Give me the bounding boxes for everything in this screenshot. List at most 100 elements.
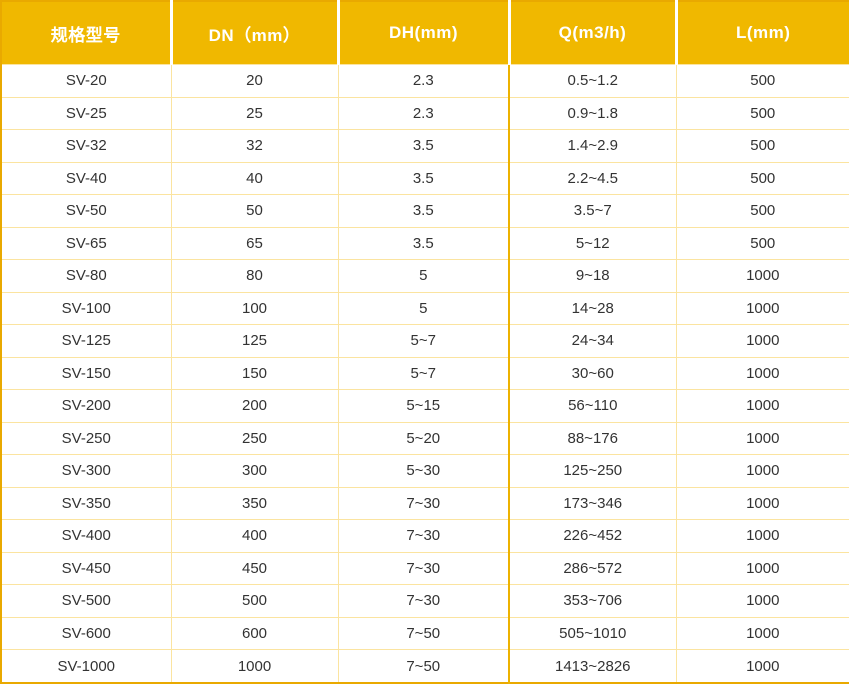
cell-l: 1000 (675, 519, 849, 553)
cell-dh: 5 (337, 291, 510, 325)
table-row: SV-600 600 7~50 505~1010 1000 (0, 616, 849, 650)
table-body: SV-20 20 2.3 0.5~1.2 500 SV-25 25 2.3 0.9~1.8 500… (0, 64, 849, 684)
cell-dh: 5~7 (337, 324, 510, 358)
cell-dh: 3.5 (337, 194, 510, 228)
column-header-model: 规格型号 (1, 1, 171, 65)
cell-model: SV-20 (0, 64, 172, 98)
cell-l: 500 (675, 194, 849, 228)
cell-model: SV-350 (0, 486, 172, 520)
cell-model: SV-1000 (0, 649, 172, 684)
table-row: SV-25 25 2.3 0.9~1.8 500 (0, 96, 849, 130)
cell-q: 353~706 (508, 584, 677, 618)
table-row: SV-32 32 3.5 1.4~2.9 500 (0, 129, 849, 163)
cell-dh: 3.5 (337, 129, 510, 163)
table-row: SV-150 150 5~7 30~60 1000 (0, 356, 849, 390)
cell-l: 1000 (675, 486, 849, 520)
cell-l: 1000 (675, 291, 849, 325)
column-header-dh: DH(mm) (336, 1, 509, 65)
table-row: SV-125 125 5~7 24~34 1000 (0, 324, 849, 358)
cell-l: 1000 (675, 454, 849, 488)
cell-l: 500 (675, 64, 849, 98)
table-row: SV-20 20 2.3 0.5~1.2 500 (0, 64, 849, 98)
cell-dh: 5~15 (337, 389, 510, 423)
cell-model: SV-400 (0, 519, 172, 553)
cell-l: 1000 (675, 356, 849, 390)
cell-dn: 80 (170, 259, 339, 293)
cell-dn: 300 (170, 454, 339, 488)
cell-dn: 25 (170, 96, 339, 130)
cell-q: 1413~2826 (508, 649, 677, 684)
cell-l: 500 (675, 226, 849, 260)
cell-l: 1000 (675, 616, 849, 650)
table-row: SV-250 250 5~20 88~176 1000 (0, 421, 849, 455)
cell-model: SV-125 (0, 324, 172, 358)
cell-dn: 450 (170, 551, 339, 585)
cell-l: 1000 (675, 389, 849, 423)
cell-model: SV-50 (0, 194, 172, 228)
cell-model: SV-25 (0, 96, 172, 130)
table-row: SV-400 400 7~30 226~452 1000 (0, 519, 849, 553)
cell-q: 1.4~2.9 (508, 129, 677, 163)
cell-model: SV-600 (0, 616, 172, 650)
cell-dh: 5~20 (337, 421, 510, 455)
cell-model: SV-250 (0, 421, 172, 455)
cell-q: 286~572 (508, 551, 677, 585)
cell-dn: 32 (170, 129, 339, 163)
cell-dn: 50 (170, 194, 339, 228)
cell-l: 1000 (675, 259, 849, 293)
column-header-q: Q(m3/h) (507, 1, 676, 65)
cell-q: 125~250 (508, 454, 677, 488)
cell-q: 173~346 (508, 486, 677, 520)
cell-dh: 7~30 (337, 486, 510, 520)
cell-l: 1000 (675, 584, 849, 618)
table-row: SV-65 65 3.5 5~12 500 (0, 226, 849, 260)
cell-model: SV-100 (0, 291, 172, 325)
cell-l: 500 (675, 129, 849, 163)
cell-dn: 150 (170, 356, 339, 390)
cell-model: SV-300 (0, 454, 172, 488)
cell-model: SV-200 (0, 389, 172, 423)
cell-dh: 5~7 (337, 356, 510, 390)
cell-dh: 2.3 (337, 96, 510, 130)
table-row: SV-40 40 3.5 2.2~4.5 500 (0, 161, 849, 195)
table-row: SV-500 500 7~30 353~706 1000 (0, 584, 849, 618)
cell-q: 0.5~1.2 (508, 64, 677, 98)
cell-q: 56~110 (508, 389, 677, 423)
cell-q: 505~1010 (508, 616, 677, 650)
cell-l: 1000 (675, 649, 849, 684)
table-row: SV-100 100 5 14~28 1000 (0, 291, 849, 325)
cell-dn: 65 (170, 226, 339, 260)
cell-dh: 5~30 (337, 454, 510, 488)
cell-q: 14~28 (508, 291, 677, 325)
cell-q: 2.2~4.5 (508, 161, 677, 195)
column-header-dn: DN（mm） (169, 1, 338, 65)
cell-dn: 250 (170, 421, 339, 455)
cell-dh: 7~30 (337, 551, 510, 585)
cell-l: 500 (675, 161, 849, 195)
cell-q: 226~452 (508, 519, 677, 553)
cell-dn: 40 (170, 161, 339, 195)
header-row: 规格型号 DN（mm） DH(mm) Q(m3/h) L(mm) (1, 1, 849, 65)
cell-dn: 400 (170, 519, 339, 553)
table-row: SV-80 80 5 9~18 1000 (0, 259, 849, 293)
cell-dh: 5 (337, 259, 510, 293)
cell-dh: 7~30 (337, 584, 510, 618)
cell-dh: 7~50 (337, 649, 510, 684)
cell-l: 500 (675, 96, 849, 130)
cell-model: SV-32 (0, 129, 172, 163)
cell-dn: 200 (170, 389, 339, 423)
cell-l: 1000 (675, 324, 849, 358)
table-row: SV-350 350 7~30 173~346 1000 (0, 486, 849, 520)
cell-q: 0.9~1.8 (508, 96, 677, 130)
cell-dh: 3.5 (337, 226, 510, 260)
cell-model: SV-80 (0, 259, 172, 293)
cell-q: 24~34 (508, 324, 677, 358)
cell-dn: 20 (170, 64, 339, 98)
cell-dh: 2.3 (337, 64, 510, 98)
cell-dn: 125 (170, 324, 339, 358)
table-row: SV-200 200 5~15 56~110 1000 (0, 389, 849, 423)
cell-q: 9~18 (508, 259, 677, 293)
cell-q: 3.5~7 (508, 194, 677, 228)
cell-q: 30~60 (508, 356, 677, 390)
cell-model: SV-65 (0, 226, 172, 260)
